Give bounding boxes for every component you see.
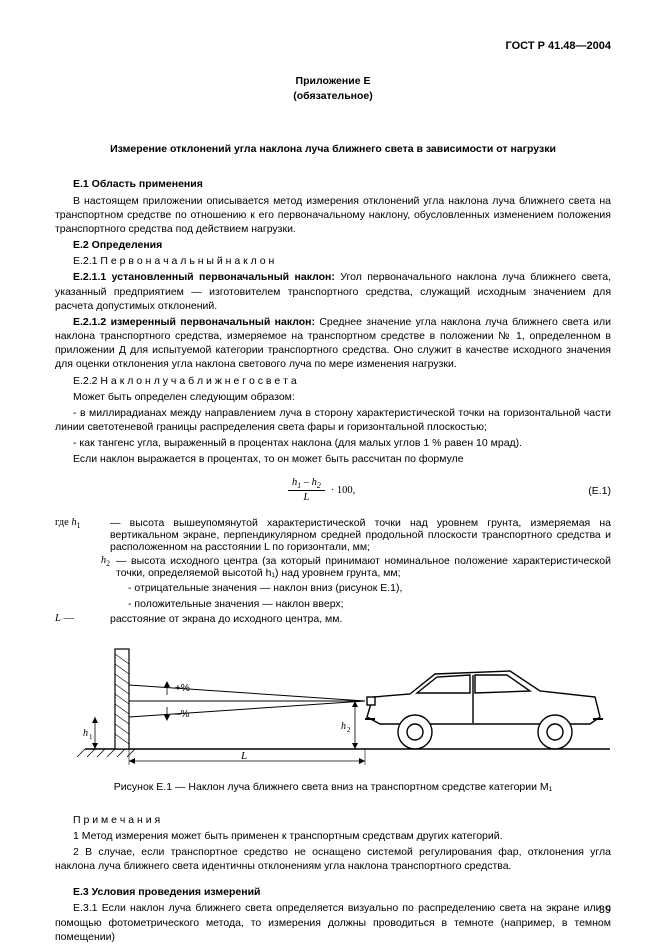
where-h1-dash: — xyxy=(110,517,121,529)
svg-text:1: 1 xyxy=(89,733,93,741)
annex-label: Приложение Е xyxy=(296,75,371,87)
section-e22-b2: - как тангенс угла, выраженный в процент… xyxy=(55,436,611,450)
figure-e1: +% –% h 1 h 2 L xyxy=(55,639,611,772)
where-h2-text: высота исходного центра (за который прин… xyxy=(116,555,611,579)
section-e22-head: Е.2.2 Н а к л о н л у ч а б л и ж н е г … xyxy=(55,374,611,388)
annex-type: (обязательное) xyxy=(293,90,373,102)
notes-block: П р и м е ч а н и я 1 Метод измерения мо… xyxy=(55,813,611,874)
document-id: ГОСТ Р 41.48—2004 xyxy=(55,40,611,52)
svg-text:2: 2 xyxy=(347,726,351,734)
page-number: 39 xyxy=(599,904,611,916)
e212-lead: Е.2.1.2 измеренный первоначальный наклон… xyxy=(73,316,315,328)
svg-text:h: h xyxy=(341,721,346,732)
formula-e1: h1 – h2 L · 100, (Е.1) xyxy=(55,477,611,505)
where-h1-text: высота вышеупомянутой характеристической… xyxy=(110,517,611,553)
section-e3-head: Е.3 Условия проведения измерений xyxy=(73,886,260,898)
where-label: где xyxy=(55,517,71,528)
figure-e1-svg: +% –% h 1 h 2 L xyxy=(55,639,610,769)
svg-text:h: h xyxy=(83,728,88,739)
section-e22-p1: Может быть определен следующим образом: xyxy=(55,390,611,404)
e211-lead: Е.2.1.1 установленный первоначальный нак… xyxy=(73,271,335,283)
section-e2-head: Е.2 Определения xyxy=(73,239,162,251)
section-e31: Е.3.1 Если наклон луча ближнего света оп… xyxy=(55,901,611,944)
section-e212: Е.2.1.2 измеренный первоначальный наклон… xyxy=(55,315,611,372)
svg-text:L: L xyxy=(240,750,247,762)
formula-tail: · 100, xyxy=(331,485,356,496)
where-pos: - положительные значения — наклон вверх; xyxy=(110,597,611,611)
page-title: Измерение отклонений угла наклона луча б… xyxy=(55,143,611,155)
where-L-text: расстояние от экрана до исходного центра… xyxy=(110,613,611,625)
note-2: 2 В случае, если транспортное средство н… xyxy=(55,845,611,873)
section-e1-head: Е.1 Область применения xyxy=(73,178,203,190)
annex-header: Приложение Е (обязательное) xyxy=(55,74,611,103)
where-block: где h1 — высота вышеупомянутой характери… xyxy=(55,517,611,625)
notes-head: П р и м е ч а н и я xyxy=(55,813,611,827)
section-e21-head: Е.2.1 П е р в о н а ч а л ь н ы й н а к … xyxy=(55,254,611,268)
section-e22-b1: - в миллирадианах между направлением луч… xyxy=(55,406,611,434)
section-e1-body: В настоящем приложении описывается метод… xyxy=(55,194,611,237)
svg-text:–%: –% xyxy=(175,709,190,720)
svg-text:+%: +% xyxy=(175,683,190,694)
note-1: 1 Метод измерения может быть применен к … xyxy=(55,829,611,843)
section-e22-p2: Если наклон выражается в процентах, то о… xyxy=(55,452,611,466)
figure-caption: Рисунок Е.1 — Наклон луча ближнего света… xyxy=(55,780,611,794)
where-neg: - отрицательные значения — наклон вниз (… xyxy=(110,581,611,595)
section-e211: Е.2.1.1 установленный первоначальный нак… xyxy=(55,270,611,313)
formula-eqnum: (Е.1) xyxy=(588,485,611,497)
